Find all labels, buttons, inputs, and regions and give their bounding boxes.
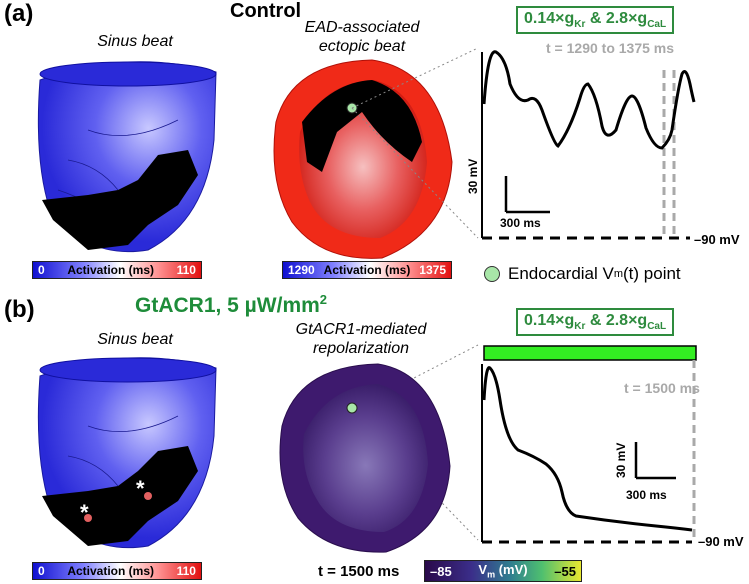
gtacr-caption: GtACR1-mediated repolarization bbox=[295, 321, 427, 357]
conductance-box-b: 0.14×gKr & 2.8×gCaL bbox=[516, 308, 675, 337]
colorbar-vm: –85 Vm (mV) –55 bbox=[424, 560, 582, 582]
heart-sinus-activation-a bbox=[37, 61, 217, 253]
rest-label-a: –90 mV bbox=[694, 232, 740, 247]
heart-ead-activation bbox=[273, 59, 453, 259]
heart-gtacr-vm bbox=[279, 363, 451, 553]
heart-sinus-activation-b bbox=[37, 357, 217, 549]
scale-v-a: 30 mV bbox=[466, 158, 480, 194]
scale-v-b: 30 mV bbox=[614, 442, 628, 478]
asterisk-2: * bbox=[136, 476, 145, 501]
panel-b-title: GtACR1, 5 µW/mm2 bbox=[135, 292, 328, 317]
panel-b-label: (b) bbox=[4, 296, 35, 323]
light-stimulus-bar bbox=[483, 345, 697, 361]
conductance-box-a: 0.14×gKr & 2.8×gCaL bbox=[516, 6, 675, 35]
vm-trace-b bbox=[481, 345, 697, 544]
sinus-caption-a: Sinus beat bbox=[97, 33, 173, 50]
scale-t-b: 300 ms bbox=[626, 488, 667, 502]
legend-marker-icon bbox=[484, 266, 500, 282]
panel-a-label: (a) bbox=[4, 0, 34, 27]
time-label-a: t = 1290 to 1375 ms bbox=[546, 40, 675, 56]
mid-time-b: t = 1500 ms bbox=[318, 563, 400, 580]
rest-label-b: –90 mV bbox=[698, 534, 744, 549]
colorbar-activation-ead: 1290 Activation (ms) 1375 bbox=[282, 261, 452, 279]
colorbar-activation-a: 0 Activation (ms) 110 bbox=[32, 261, 202, 279]
colorbar-activation-b: 0 Activation (ms) 110 bbox=[32, 562, 202, 580]
sinus-caption-b: Sinus beat bbox=[97, 331, 173, 348]
ead-caption: EAD-associated ectopic beat bbox=[304, 19, 420, 55]
time-label-b: t = 1500 ms bbox=[624, 380, 700, 396]
scale-t-a: 300 ms bbox=[500, 216, 541, 230]
panel-a-title: Control bbox=[230, 0, 302, 22]
vm-trace-a bbox=[481, 50, 696, 240]
asterisk-1: * bbox=[80, 500, 89, 525]
